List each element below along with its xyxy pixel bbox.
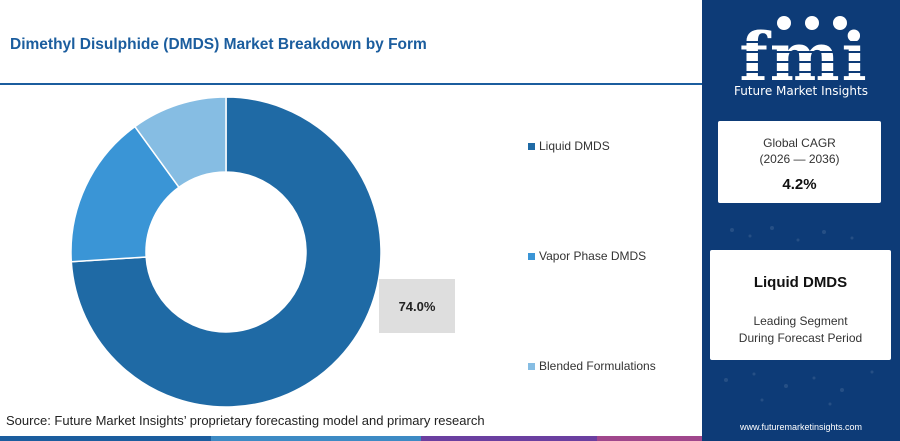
website-url: www.futuremarketinsights.com <box>739 422 863 432</box>
donut-chart <box>70 96 382 408</box>
bottom-accent-bar <box>0 436 702 441</box>
legend-label-vapor: Vapor Phase DMDS <box>539 249 647 263</box>
logo-subtitle: Future Market Insights <box>733 84 868 98</box>
legend-item-blended: Blended Formulations <box>528 359 656 373</box>
highlight-value-label: 74.0% <box>379 279 455 333</box>
legend-swatch-liquid <box>528 142 535 150</box>
slice-blended-formulations <box>133 96 227 189</box>
leading-segment-name: Liquid DMDS <box>753 274 848 291</box>
cagr-period: (2026 — 2036) <box>759 152 840 166</box>
map-texture-pattern <box>724 226 874 406</box>
title-divider <box>0 83 702 85</box>
legend-swatch-vapor <box>528 252 535 260</box>
segment-desc-line-1: Leading Segment <box>753 314 848 328</box>
chart-title: Dimethyl Disulphide (DMDS) Market Breakd… <box>10 36 427 53</box>
chart-panel: Dimethyl Disulphide (DMDS) Market Breakd… <box>0 36 702 441</box>
leading-segment-card: Liquid DMDS Leading Segment During Forec… <box>710 250 891 360</box>
accent-segment-1 <box>0 436 211 441</box>
legend-label-blended: Blended Formulations <box>539 359 656 373</box>
cagr-card: Global CAGR (2026 — 2036) 4.2% <box>718 121 881 203</box>
fmi-logo: fmi <box>734 16 874 96</box>
slice-liquid-dmds <box>70 96 382 408</box>
accent-segment-4 <box>596 436 702 441</box>
leading-segment-description: Leading Segment During Forecast Period <box>710 313 891 347</box>
legend-item-vapor: Vapor Phase DMDS <box>528 249 646 263</box>
cagr-label: Global CAGR <box>763 136 836 150</box>
brand-sidebar: fmi Future Market Insights <box>702 0 900 441</box>
legend-item-liquid: Liquid DMDS <box>528 139 610 153</box>
segment-desc-line-2: During Forecast Period <box>738 331 863 345</box>
legend-swatch-blended <box>528 362 535 370</box>
source-note: Source: Future Market Insights’ propriet… <box>6 413 485 428</box>
logo-wordmark: fmi <box>739 18 868 96</box>
accent-segment-3 <box>421 436 597 441</box>
accent-segment-2 <box>210 436 422 441</box>
cagr-value: 4.2% <box>782 176 817 193</box>
legend-label-liquid: Liquid DMDS <box>539 139 610 153</box>
slice-vapor-phase-dmds <box>70 125 181 263</box>
